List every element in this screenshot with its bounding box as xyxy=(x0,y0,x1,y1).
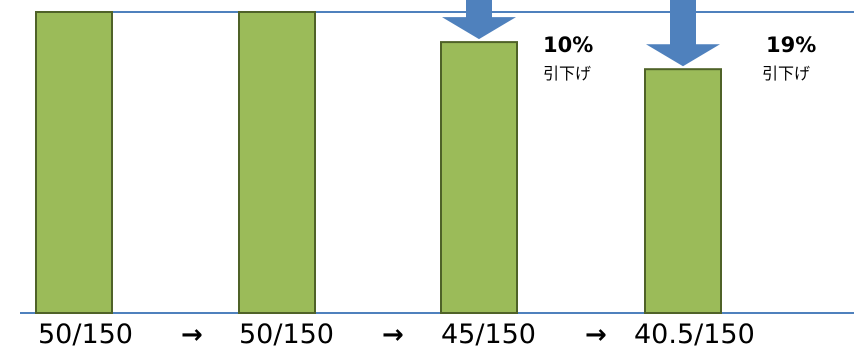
reduction-arrows-group xyxy=(442,0,720,67)
down-arrow-icon-2 xyxy=(646,0,720,67)
transition-arrow-3: → xyxy=(585,320,607,350)
reduction-label-19: 引下げ xyxy=(762,64,811,83)
reduction-label-10: 引下げ xyxy=(543,64,592,83)
category-label-2: 50/150 xyxy=(239,319,334,350)
bar-4 xyxy=(644,68,722,314)
bar-chart xyxy=(20,0,854,314)
down-arrow-icon-1 xyxy=(442,0,516,40)
reduction-percent-10: 10% xyxy=(543,33,594,57)
transition-arrow-1: → xyxy=(181,320,203,350)
bar-3 xyxy=(440,41,518,314)
category-label-3: 45/150 xyxy=(441,319,536,350)
bar-1 xyxy=(35,11,113,314)
category-label-1: 50/150 xyxy=(38,319,133,350)
bars-group xyxy=(35,11,722,314)
reduction-percent-19: 19% xyxy=(766,33,817,57)
bar-2 xyxy=(238,11,316,314)
category-label-4: 40.5/150 xyxy=(634,319,755,350)
transition-arrow-2: → xyxy=(382,320,404,350)
